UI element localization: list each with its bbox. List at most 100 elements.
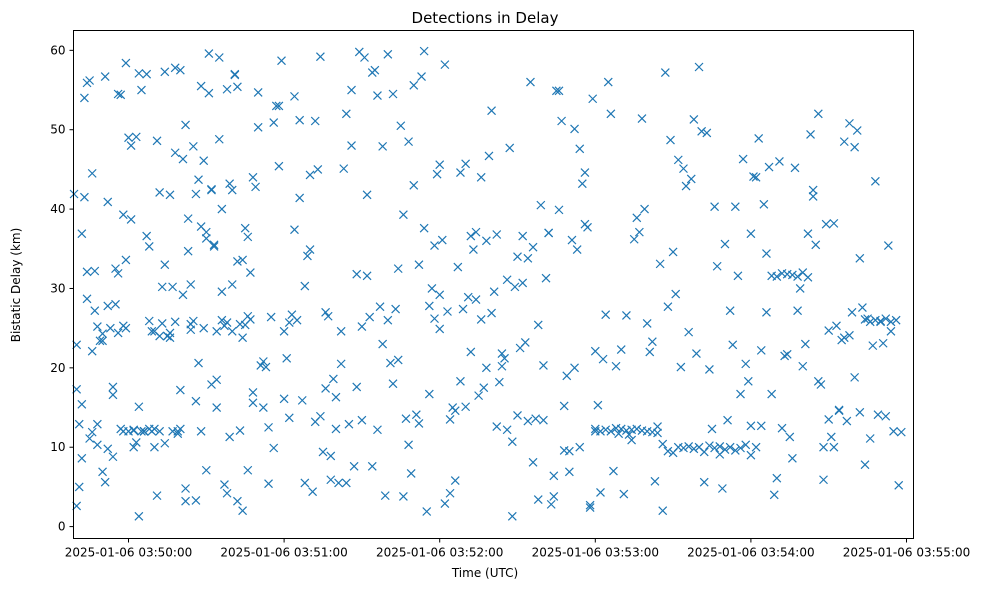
data-point bbox=[220, 480, 229, 489]
data-point bbox=[199, 156, 209, 166]
data-point bbox=[279, 326, 289, 336]
data-point bbox=[341, 478, 351, 488]
data-point bbox=[391, 304, 401, 314]
data-point bbox=[800, 339, 810, 349]
data-point bbox=[725, 306, 735, 316]
data-point bbox=[173, 429, 183, 439]
data-point bbox=[378, 141, 388, 151]
data-point bbox=[471, 227, 481, 237]
data-point bbox=[414, 260, 424, 270]
data-point bbox=[212, 403, 222, 412]
x-tick-label: 2025-01-06 03:52:00 bbox=[376, 546, 503, 560]
data-point bbox=[313, 164, 323, 174]
data-point bbox=[536, 200, 546, 210]
data-point bbox=[303, 251, 312, 261]
data-point bbox=[559, 401, 569, 411]
data-point bbox=[354, 47, 364, 57]
data-point bbox=[606, 109, 616, 119]
data-point bbox=[196, 81, 206, 91]
y-axis-label: Bistatic Delay (km) bbox=[9, 228, 23, 343]
data-point bbox=[331, 424, 341, 434]
data-point bbox=[315, 52, 325, 62]
data-point bbox=[845, 330, 854, 340]
data-point bbox=[845, 118, 854, 128]
data-point bbox=[191, 189, 201, 199]
data-point bbox=[782, 349, 792, 359]
x-tick-label: 2025-01-06 03:51:00 bbox=[220, 546, 347, 560]
data-point bbox=[507, 437, 517, 447]
data-point bbox=[658, 439, 668, 449]
data-point bbox=[634, 227, 644, 237]
data-point bbox=[500, 353, 509, 363]
data-point bbox=[689, 114, 699, 124]
data-point bbox=[393, 264, 403, 274]
data-point bbox=[290, 225, 299, 235]
data-point bbox=[326, 475, 336, 485]
data-point bbox=[183, 214, 193, 224]
data-point bbox=[458, 304, 468, 314]
data-point bbox=[370, 65, 380, 75]
data-point bbox=[842, 416, 852, 426]
data-point bbox=[424, 389, 434, 399]
data-point bbox=[741, 359, 751, 369]
data-point bbox=[411, 410, 421, 420]
data-point bbox=[689, 444, 699, 454]
data-point bbox=[90, 306, 100, 316]
data-point bbox=[762, 307, 771, 317]
data-point bbox=[759, 199, 769, 209]
data-point bbox=[295, 193, 305, 203]
data-point bbox=[497, 349, 507, 358]
data-point bbox=[261, 362, 271, 372]
data-point bbox=[523, 253, 533, 263]
data-point bbox=[404, 440, 414, 450]
data-point bbox=[258, 357, 268, 366]
data-point bbox=[201, 234, 211, 243]
data-point bbox=[191, 396, 201, 406]
data-point bbox=[806, 130, 815, 139]
data-point bbox=[201, 465, 211, 475]
data-point bbox=[824, 326, 834, 335]
data-point bbox=[271, 101, 281, 111]
y-tick-label: 40 bbox=[50, 202, 65, 216]
data-point bbox=[881, 411, 891, 421]
data-point bbox=[466, 347, 476, 357]
y-tick-label: 30 bbox=[50, 281, 65, 295]
data-point bbox=[513, 252, 522, 262]
data-point bbox=[694, 62, 704, 72]
data-point bbox=[155, 426, 165, 436]
data-point bbox=[227, 185, 237, 195]
data-point bbox=[258, 403, 268, 412]
data-point bbox=[868, 341, 878, 351]
data-point bbox=[513, 411, 522, 420]
data-point bbox=[487, 106, 496, 116]
data-point bbox=[326, 451, 336, 461]
data-point bbox=[144, 316, 154, 326]
data-point bbox=[598, 354, 608, 364]
data-point bbox=[139, 426, 149, 436]
data-point bbox=[889, 426, 898, 436]
data-point bbox=[764, 162, 774, 172]
x-axis: 2025-01-06 03:50:00 2025-01-06 03:51:00 20… bbox=[65, 538, 970, 560]
data-point bbox=[606, 426, 616, 436]
data-point bbox=[533, 320, 543, 330]
data-point bbox=[671, 289, 681, 299]
data-point bbox=[98, 336, 107, 346]
data-point bbox=[518, 278, 528, 288]
y-tick-label: 20 bbox=[50, 361, 65, 375]
data-point bbox=[222, 84, 232, 94]
data-point bbox=[357, 322, 367, 331]
data-point bbox=[523, 416, 533, 426]
data-point bbox=[79, 93, 89, 103]
data-point bbox=[518, 231, 528, 241]
data-point bbox=[632, 213, 642, 223]
data-point bbox=[121, 255, 131, 265]
data-point bbox=[103, 301, 113, 311]
data-point bbox=[539, 415, 548, 425]
data-point bbox=[430, 314, 439, 324]
data-point bbox=[103, 197, 113, 207]
data-point bbox=[585, 503, 595, 512]
data-point bbox=[860, 460, 870, 470]
data-point bbox=[126, 214, 136, 224]
data-point bbox=[554, 205, 564, 215]
